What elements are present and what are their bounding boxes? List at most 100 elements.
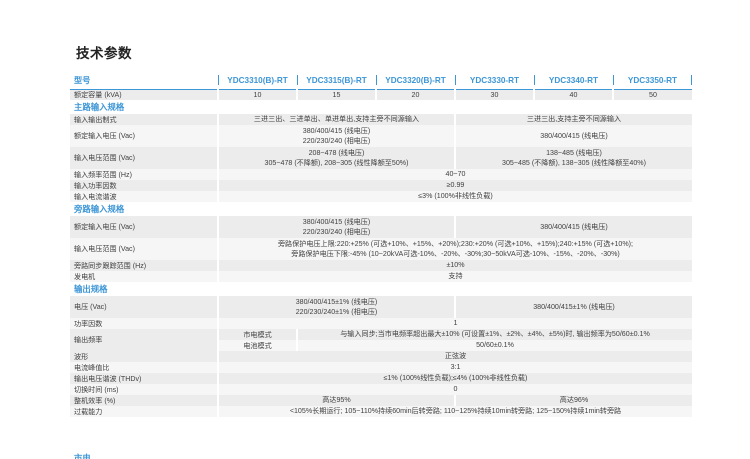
cell-line: 305~485 (不降额), 138~305 (线性降额至40%) bbox=[502, 159, 646, 168]
table-row-output-voltage: 电压 (Vac) 380/400/415±1% (线电压) 220/230/24… bbox=[70, 296, 692, 319]
header-label: 型号 bbox=[70, 72, 218, 90]
row-label: 切换时间 (ms) bbox=[70, 384, 218, 396]
section-header-output: 输出规格 bbox=[70, 282, 692, 297]
cell-value: 10 bbox=[217, 89, 297, 101]
cell-value-full: 50/60±0.1% bbox=[296, 340, 692, 352]
table-row-input-power-factor: 输入功率因数 ≥0.99 bbox=[70, 180, 692, 192]
cell-value: 20 bbox=[375, 89, 455, 101]
table-row-output-freq-mains: 输出频率 市电模式 与输入同步;当市电频率超出最大±10% (可设置±1%、±2… bbox=[70, 329, 692, 352]
cell-value-full: 40~70 bbox=[217, 169, 692, 181]
header-model-2: YDC3315(B)-RT bbox=[297, 72, 376, 90]
cell-value-group-b: 380/400/415 (线电压) bbox=[454, 216, 692, 239]
table-row-input-current-harmonics: 输入电流谐波 ≤3% (100%非线性负载) bbox=[70, 191, 692, 203]
table-row-capacity: 额定容量 (kVA) 10 15 20 30 40 50 bbox=[70, 89, 692, 101]
cell-value-full: ±10% bbox=[217, 260, 692, 272]
row-label: 发电机 bbox=[70, 271, 218, 283]
table-row-rated-input-voltage: 额定输入电压 (Vac) 380/400/415 (线电压) 220/230/2… bbox=[70, 125, 692, 148]
table-row-bypass-voltage-range: 输入电压范围 (Vac) 旁路保护电压上限:220:+25% (可选+10%、+… bbox=[70, 238, 692, 261]
row-label: 旁路同步跟踪范围 (Hz) bbox=[70, 260, 218, 272]
header-model-6: YDC3350-RT bbox=[613, 72, 692, 90]
cell-value-group-a: 380/400/415 (线电压) 220/230/240 (相电压) bbox=[217, 125, 455, 148]
table-row-overload: 过载能力 <105%长期运行; 105~110%持续60min后转旁路; 110… bbox=[70, 406, 692, 418]
cell-value-group-a: 高达95% bbox=[217, 395, 455, 407]
cell-value-group-b: 138~485 (线电压) 305~485 (不降额), 138~305 (线性… bbox=[454, 147, 692, 170]
section-title: 旁路输入规格 bbox=[70, 202, 692, 217]
cell-line: 220/230/240 (相电压) bbox=[302, 228, 371, 237]
cell-line: 305~478 (不降额), 208~305 (线性降额至50%) bbox=[264, 159, 409, 168]
sub-label-mains-mode: 市电模式 bbox=[217, 329, 297, 341]
section-title: 输出规格 bbox=[70, 282, 692, 297]
table-row-io-type: 输入输出制式 三进三出、三进单出、单进单出,支持主旁不同源输入 三进三出,支持主… bbox=[70, 114, 692, 126]
cell-value-full: ≤1% (100%线性负载);≤4% (100%非线性负载) bbox=[217, 373, 692, 385]
row-label: 电压 (Vac) bbox=[70, 296, 218, 319]
cell-value-full: ≥0.99 bbox=[217, 180, 692, 192]
table-header-row: 型号 YDC3310(B)-RT YDC3315(B)-RT YDC3320(B… bbox=[70, 72, 692, 90]
table-row-generator: 发电机 支持 bbox=[70, 271, 692, 283]
row-label: 额定输入电压 (Vac) bbox=[70, 125, 218, 148]
row-label: 输出电压谐波 (THDv) bbox=[70, 373, 218, 385]
row-label: 电流峰值比 bbox=[70, 362, 218, 374]
cell-line: 220/230/240 (相电压) bbox=[302, 137, 371, 146]
section-header-main-input: 主路输入规格 bbox=[70, 100, 692, 115]
header-model-4: YDC3330-RT bbox=[455, 72, 534, 90]
table-row-bypass-sync-range: 旁路同步跟踪范围 (Hz) ±10% bbox=[70, 260, 692, 272]
header-model-1: YDC3310(B)-RT bbox=[218, 72, 297, 90]
sub-label-battery-mode: 电池模式 bbox=[217, 340, 297, 352]
table-row-input-voltage-range: 输入电压范围 (Vac) 208~478 (线电压) 305~478 (不降额)… bbox=[70, 147, 692, 170]
table-row-input-freq-range: 输入频率范围 (Hz) 40~70 bbox=[70, 169, 692, 181]
cell-value-full: 3:1 bbox=[217, 362, 692, 374]
cell-line: 380/400/415±1% (线电压) bbox=[295, 297, 378, 306]
table-row-crest-factor: 电流峰值比 3:1 bbox=[70, 362, 692, 374]
cell-value: 50 bbox=[612, 89, 692, 101]
cell-line: 138~485 (线电压) bbox=[546, 148, 602, 157]
cell-value: 15 bbox=[296, 89, 376, 101]
cell-value-full: 正弦波 bbox=[217, 351, 692, 363]
table-row-output-freq-battery: 电池模式 50/60±0.1% bbox=[70, 340, 692, 352]
section-header-bypass-input: 旁路输入规格 bbox=[70, 202, 692, 217]
row-label: 输入输出制式 bbox=[70, 114, 218, 126]
table-row-waveform: 波形 正弦波 bbox=[70, 351, 692, 363]
row-label: 输出频率 bbox=[70, 329, 218, 352]
row-label: 输入电流谐波 bbox=[70, 191, 218, 203]
row-label: 输入电压范围 (Vac) bbox=[70, 147, 218, 170]
cell-value-full: ≤3% (100%非线性负载) bbox=[217, 191, 692, 203]
cell-line: 208~478 (线电压) bbox=[308, 148, 365, 157]
row-label: 波形 bbox=[70, 351, 218, 363]
cell-line: 380/400/415 (线电压) bbox=[302, 217, 371, 226]
section-title: 主路输入规格 bbox=[70, 100, 692, 115]
header-model-3: YDC3320(B)-RT bbox=[376, 72, 455, 90]
cell-value-full: 与输入同步;当市电频率超出最大±10% (可设置±1%、±2%、±4%、±5%)… bbox=[296, 329, 692, 341]
technical-spec-table: 型号 YDC3310(B)-RT YDC3315(B)-RT YDC3320(B… bbox=[70, 72, 692, 418]
row-label: 输入频率范围 (Hz) bbox=[70, 169, 218, 181]
cell-value-full: <105%长期运行; 105~110%持续60min后转旁路; 110~125%… bbox=[217, 406, 692, 418]
cell-value-group-a: 380/400/415±1% (线电压) 220/230/240±1% (相电压… bbox=[217, 296, 455, 319]
cell-line: 旁路保护电压下限:-45% (10~20kVA可选-10%、-20%、-30%;… bbox=[291, 250, 620, 259]
row-label: 输入功率因数 bbox=[70, 180, 218, 192]
cell-value-group-b: 380/400/415 (线电压) bbox=[454, 125, 692, 148]
cell-value: 30 bbox=[454, 89, 534, 101]
cell-value-full: 支持 bbox=[217, 271, 692, 283]
cell-value-group-a: 380/400/415 (线电压) 220/230/240 (相电压) bbox=[217, 216, 455, 239]
cell-value-group-a: 208~478 (线电压) 305~478 (不降额), 208~305 (线性… bbox=[217, 147, 455, 170]
table-row-efficiency: 整机效率 (%) 高达95% 高达96% bbox=[70, 395, 692, 407]
row-label: 额定输入电压 (Vac) bbox=[70, 216, 218, 239]
cell-line: 380/400/415 (线电压) bbox=[302, 126, 371, 135]
section-header-clipped: 市电 bbox=[74, 453, 91, 459]
table-row-transfer-time: 切换时间 (ms) 0 bbox=[70, 384, 692, 396]
row-label: 额定容量 (kVA) bbox=[70, 89, 218, 101]
row-label: 功率因数 bbox=[70, 318, 218, 330]
table-row-bypass-rated-voltage: 额定输入电压 (Vac) 380/400/415 (线电压) 220/230/2… bbox=[70, 216, 692, 239]
cell-value: 40 bbox=[533, 89, 613, 101]
header-model-5: YDC3340-RT bbox=[534, 72, 613, 90]
cell-value-group-b: 三进三出,支持主旁不同源输入 bbox=[454, 114, 692, 126]
cell-value-full: 1 bbox=[217, 318, 692, 330]
cell-value-group-b: 高达96% bbox=[454, 395, 692, 407]
cell-value-group-b: 380/400/415±1% (线电压) bbox=[454, 296, 692, 319]
cell-line: 220/230/240±1% (相电压) bbox=[295, 308, 378, 317]
cell-value-full: 0 bbox=[217, 384, 692, 396]
table-row-output-thdv: 输出电压谐波 (THDv) ≤1% (100%线性负载);≤4% (100%非线… bbox=[70, 373, 692, 385]
cell-value-group-a: 三进三出、三进单出、单进单出,支持主旁不同源输入 bbox=[217, 114, 455, 126]
table-row-output-power-factor: 功率因数 1 bbox=[70, 318, 692, 330]
cell-value-full: 旁路保护电压上限:220:+25% (可选+10%、+15%、+20%);230… bbox=[217, 238, 692, 261]
row-label: 输入电压范围 (Vac) bbox=[70, 238, 218, 261]
